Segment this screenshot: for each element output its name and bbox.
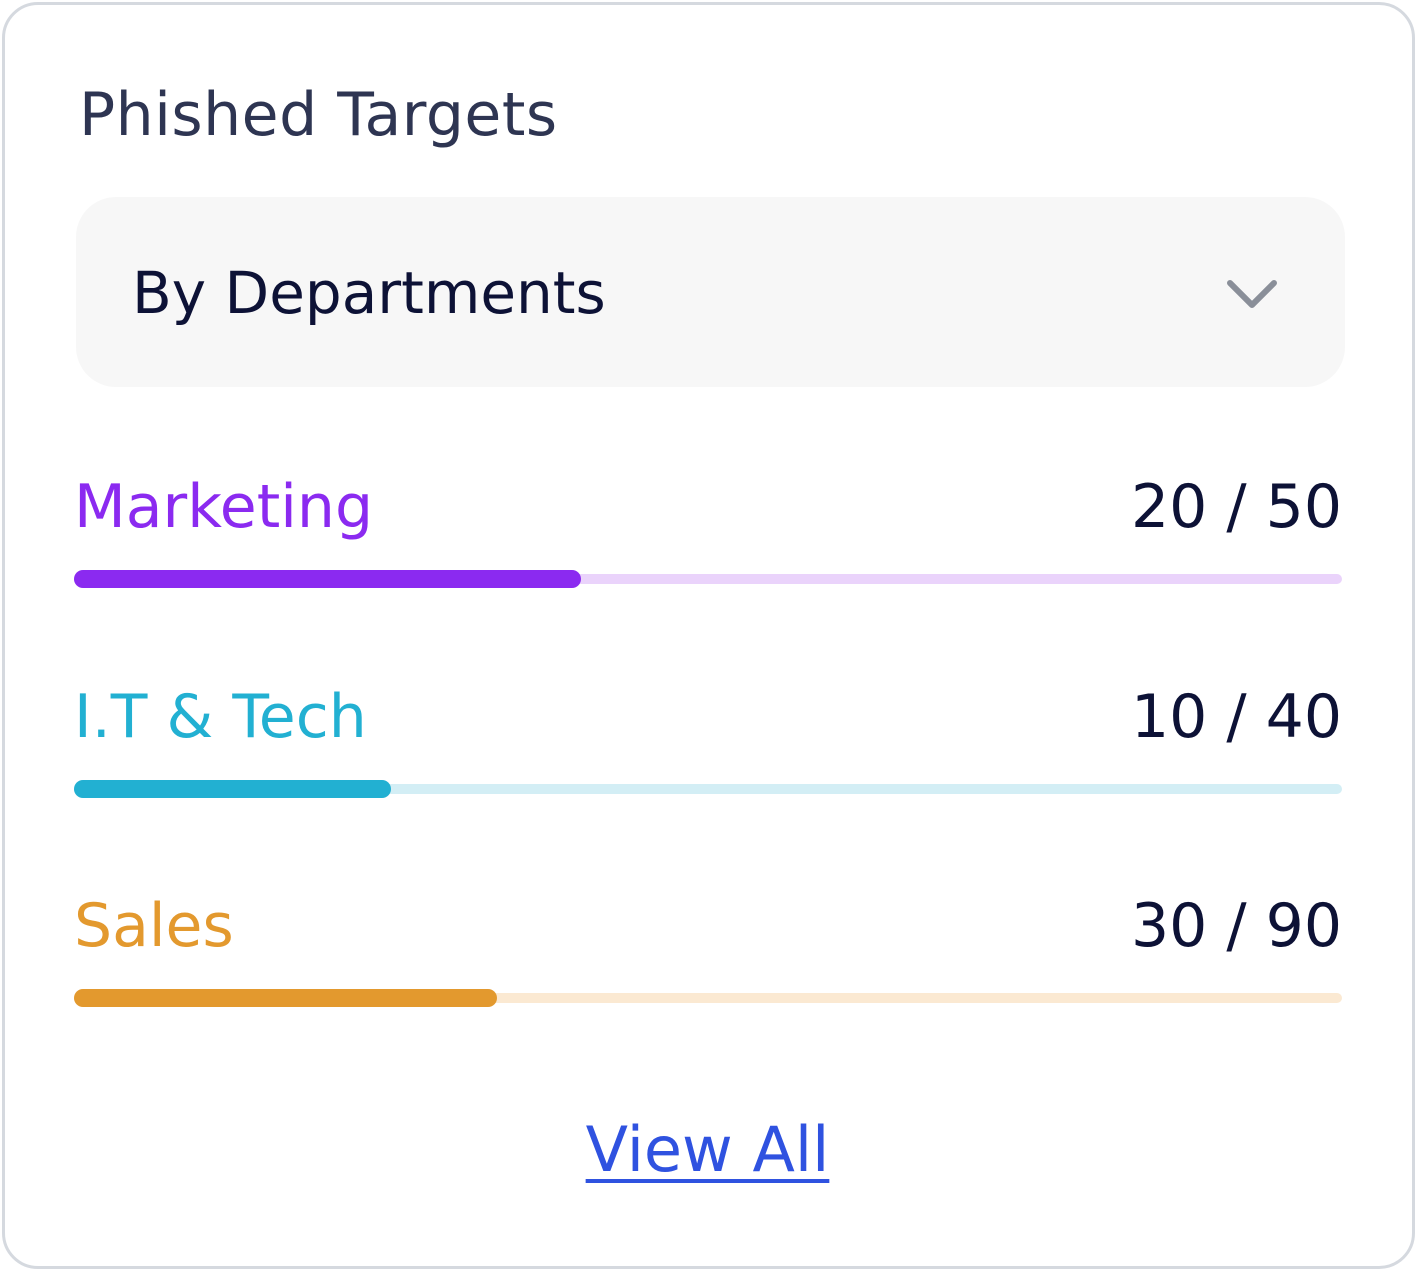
progress-track bbox=[74, 780, 1342, 798]
department-count: 10 / 40 bbox=[1130, 682, 1342, 752]
progress-fill bbox=[74, 989, 497, 1007]
department-count: 30 / 90 bbox=[1130, 891, 1342, 961]
department-row-marketing: Marketing 20 / 50 bbox=[74, 470, 1342, 610]
progress-track bbox=[74, 989, 1342, 1007]
department-label: Marketing bbox=[74, 472, 374, 542]
department-label: I.T & Tech bbox=[74, 682, 367, 752]
progress-fill bbox=[74, 570, 581, 588]
progress-fill bbox=[74, 780, 391, 798]
department-row-sales: Sales 30 / 90 bbox=[74, 889, 1342, 1029]
dropdown-selected-value: By Departments bbox=[132, 259, 606, 327]
progress-track bbox=[74, 570, 1342, 588]
department-count: 20 / 50 bbox=[1130, 472, 1342, 542]
department-label: Sales bbox=[74, 891, 234, 961]
card-title: Phished Targets bbox=[79, 80, 558, 150]
chevron-down-icon bbox=[1227, 280, 1277, 308]
department-row-it-tech: I.T & Tech 10 / 40 bbox=[74, 680, 1342, 820]
department-filter-dropdown[interactable]: By Departments bbox=[76, 197, 1345, 387]
view-all-link[interactable]: View All bbox=[585, 1113, 830, 1186]
